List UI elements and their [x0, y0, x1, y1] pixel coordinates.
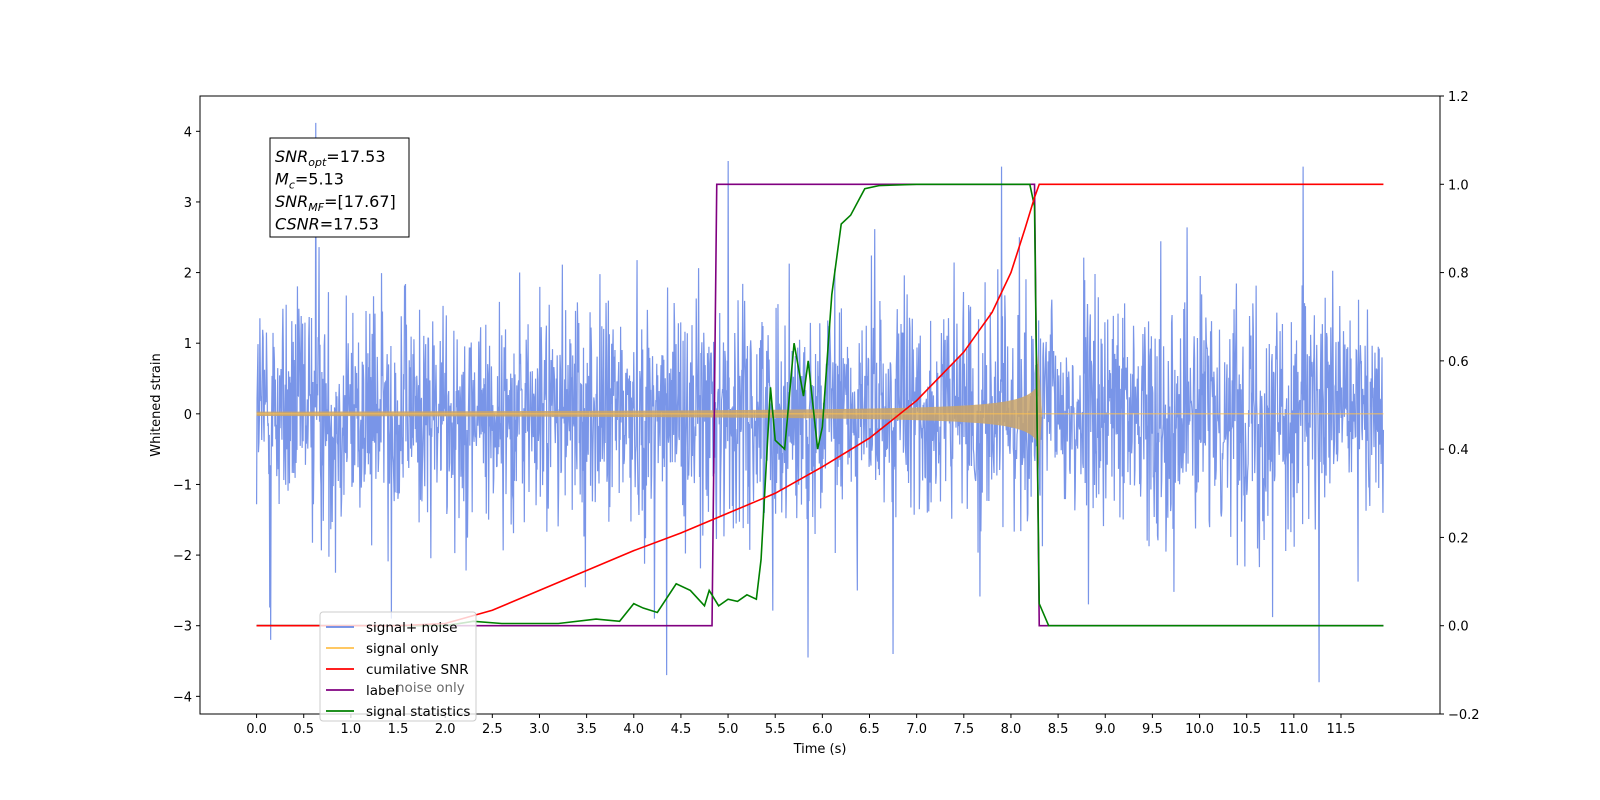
y2-tick-label: 1.2: [1448, 90, 1469, 105]
x-axis-ticks: 0.0 0.5 1.0 1.5 2.0 2.5 3.0 3.5 4.0 4.5 5.0 5.5 6.0 6…: [246, 714, 1355, 737]
x-tick-label: 7.5: [953, 722, 974, 737]
y-tick-label: 2: [184, 267, 192, 282]
signal-statistics-line: [256, 183, 1384, 627]
x-axis-label: Time (s): [793, 742, 847, 757]
legend-frame: [319, 611, 477, 722]
x-tick-label: 2.0: [435, 722, 456, 737]
legend-label: signal only: [366, 641, 439, 657]
x-tick-label: 4.5: [671, 722, 692, 737]
x-tick-label: 0.0: [246, 722, 267, 737]
y-tick-label: −1: [173, 478, 192, 493]
legend: noise only signal+ noise signal only cumila…: [319, 611, 477, 722]
y2-tick-label: 0.2: [1448, 531, 1469, 546]
y2-tick-label: 0.6: [1448, 355, 1469, 370]
y-tick-label: 0: [184, 408, 192, 423]
x-tick-label: 10.5: [1232, 722, 1261, 737]
y-tick-label: 3: [184, 196, 192, 211]
x-tick-label: 8.5: [1048, 722, 1069, 737]
x-tick-label: 6.0: [812, 722, 833, 737]
x-tick-label: 3.5: [576, 722, 597, 737]
y2-tick-label: 0.8: [1448, 267, 1469, 282]
y-axis-label: Whitened strain: [149, 353, 164, 456]
annotation-line: CSNR=17.53: [275, 215, 379, 234]
legend-ghost-text: noise only: [396, 680, 465, 696]
signal-only-series: [256, 352, 1384, 476]
plot-frame: [199, 95, 1441, 715]
y2-tick-label: −0.2: [1448, 708, 1480, 723]
right-axis-series: [256, 183, 1384, 627]
x-tick-label: 1.5: [388, 722, 409, 737]
x-tick-label: 2.5: [482, 722, 503, 737]
y-axis-ticks: 4 3 2 1 0 −1 −2 −3 −4: [173, 125, 200, 705]
y2-axis-ticks: 1.2 1.0 0.8 0.6 0.4 0.2 0.0 −0.2: [1440, 90, 1480, 723]
annotation-line: SNRMF=[17.67]: [275, 192, 396, 214]
x-tick-label: 3.0: [529, 722, 550, 737]
y-tick-label: 1: [184, 337, 192, 352]
y-tick-label: −4: [173, 690, 192, 705]
x-tick-label: 6.5: [859, 722, 880, 737]
x-tick-label: 5.5: [765, 722, 786, 737]
x-tick-label: 7.0: [906, 722, 927, 737]
x-tick-label: 11.0: [1279, 722, 1308, 737]
x-tick-label: 9.0: [1095, 722, 1116, 737]
y2-tick-label: 0.4: [1448, 443, 1469, 458]
legend-label: cumilative SNR: [366, 662, 469, 678]
legend-label: signal statistics: [366, 704, 470, 720]
y2-tick-label: 0.0: [1448, 620, 1469, 635]
annotation-line: Mc=5.13: [275, 170, 344, 192]
x-tick-label: 4.0: [623, 722, 644, 737]
signal-noise-line: [255, 122, 1385, 683]
annotation-frame: [269, 137, 410, 238]
cumilative-snr-line: [256, 183, 1384, 627]
x-tick-label: 1.0: [341, 722, 362, 737]
y-tick-label: −2: [173, 549, 192, 564]
y-tick-label: 4: [184, 125, 192, 140]
y-tick-label: −3: [173, 620, 192, 635]
x-tick-label: 9.5: [1142, 722, 1163, 737]
x-tick-label: 11.5: [1327, 722, 1356, 737]
signal-noise-series: [255, 122, 1385, 683]
x-tick-label: 5.0: [718, 722, 739, 737]
x-tick-label: 8.0: [1001, 722, 1022, 737]
y2-tick-label: 1.0: [1448, 178, 1469, 193]
x-tick-label: 10.0: [1185, 722, 1214, 737]
x-tick-label: 0.5: [293, 722, 314, 737]
annotation-line: SNRopt=17.53: [275, 147, 386, 169]
snr-annotation-box: SNRopt=17.53Mc=5.13SNRMF=[17.67]CSNR=17.…: [269, 137, 410, 238]
legend-label: signal+ noise: [366, 620, 457, 636]
legend-label: label: [366, 683, 399, 699]
